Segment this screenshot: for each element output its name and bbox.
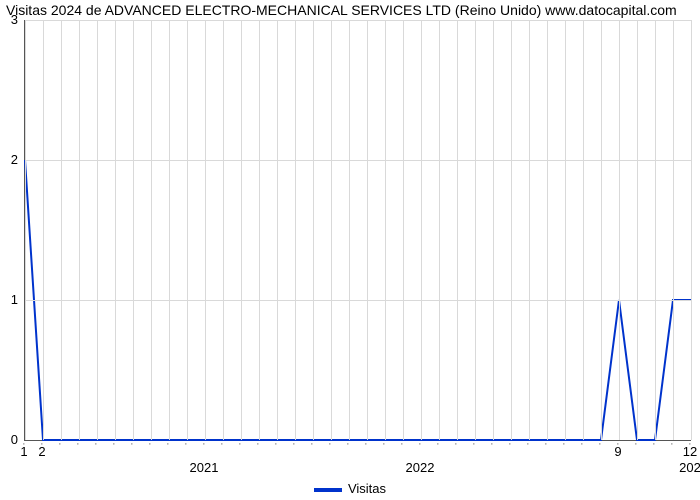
x-minor-tick: ·	[364, 438, 368, 450]
x-year-label: 2021	[190, 460, 219, 475]
vgridline	[439, 20, 440, 440]
x-year-label: 202	[679, 460, 700, 475]
x-tick-label: 1	[20, 444, 27, 459]
x-tick-label: 9	[614, 444, 621, 459]
vgridline	[583, 20, 584, 440]
vgridline	[619, 20, 620, 440]
x-minor-tick: ·	[238, 438, 242, 450]
x-minor-tick: ·	[310, 438, 314, 450]
y-tick-label: 0	[0, 432, 18, 447]
vgridline	[25, 20, 26, 440]
vgridline	[493, 20, 494, 440]
x-minor-tick: ·	[346, 438, 350, 450]
x-minor-tick: ·	[76, 438, 80, 450]
vgridline	[115, 20, 116, 440]
vgridline	[385, 20, 386, 440]
vgridline	[133, 20, 134, 440]
vgridline	[655, 20, 656, 440]
hgridline	[25, 300, 691, 301]
vgridline	[403, 20, 404, 440]
line-series	[25, 20, 691, 440]
x-minor-tick: ·	[292, 438, 296, 450]
x-minor-tick: ·	[382, 438, 386, 450]
vgridline	[61, 20, 62, 440]
y-tick-label: 2	[0, 152, 18, 167]
vgridline	[421, 20, 422, 440]
vgridline	[637, 20, 638, 440]
vgridline	[97, 20, 98, 440]
x-minor-tick: ·	[400, 438, 404, 450]
x-minor-tick: ·	[256, 438, 260, 450]
vgridline	[241, 20, 242, 440]
legend-swatch	[314, 488, 342, 492]
vgridline	[259, 20, 260, 440]
vgridline	[529, 20, 530, 440]
chart-title: Visitas 2024 de ADVANCED ELECTRO-MECHANI…	[6, 2, 677, 18]
vgridline	[187, 20, 188, 440]
x-minor-tick: ·	[220, 438, 224, 450]
x-minor-tick: ·	[472, 438, 476, 450]
plot-area	[24, 20, 691, 441]
x-minor-tick: ·	[94, 438, 98, 450]
y-tick-label: 3	[0, 12, 18, 27]
x-minor-tick: ·	[328, 438, 332, 450]
x-minor-tick: ·	[544, 438, 548, 450]
x-minor-tick: ·	[436, 438, 440, 450]
vgridline	[349, 20, 350, 440]
y-tick-label: 1	[0, 292, 18, 307]
legend: Visitas	[0, 481, 700, 496]
vgridline	[205, 20, 206, 440]
x-minor-tick: ·	[418, 438, 422, 450]
x-minor-tick: ·	[508, 438, 512, 450]
vgridline	[547, 20, 548, 440]
x-minor-tick: ·	[454, 438, 458, 450]
x-minor-tick: ·	[58, 438, 62, 450]
x-minor-tick: ·	[130, 438, 134, 450]
vgridline	[43, 20, 44, 440]
x-minor-tick: ·	[562, 438, 566, 450]
legend-label: Visitas	[348, 481, 386, 496]
vgridline	[457, 20, 458, 440]
vgridline	[565, 20, 566, 440]
x-minor-tick: ·	[670, 438, 674, 450]
vgridline	[673, 20, 674, 440]
x-minor-tick: ·	[274, 438, 278, 450]
vgridline	[511, 20, 512, 440]
x-minor-tick: ·	[490, 438, 494, 450]
x-tick-label: 12	[683, 444, 697, 459]
x-minor-tick: ·	[598, 438, 602, 450]
vgridline	[313, 20, 314, 440]
x-minor-tick: ·	[202, 438, 206, 450]
vgridline	[277, 20, 278, 440]
vgridline	[601, 20, 602, 440]
vgridline	[691, 20, 692, 440]
x-minor-tick: ·	[580, 438, 584, 450]
vgridline	[475, 20, 476, 440]
x-minor-tick: ·	[652, 438, 656, 450]
x-minor-tick: ·	[184, 438, 188, 450]
x-minor-tick: ·	[148, 438, 152, 450]
vgridline	[79, 20, 80, 440]
vgridline	[331, 20, 332, 440]
vgridline	[151, 20, 152, 440]
x-year-label: 2022	[406, 460, 435, 475]
vgridline	[367, 20, 368, 440]
x-minor-tick: ·	[526, 438, 530, 450]
vgridline	[295, 20, 296, 440]
x-minor-tick: ·	[112, 438, 116, 450]
vgridline	[169, 20, 170, 440]
hgridline	[25, 160, 691, 161]
x-minor-tick: ·	[166, 438, 170, 450]
x-minor-tick: ·	[634, 438, 638, 450]
vgridline	[223, 20, 224, 440]
x-tick-label: 2	[38, 444, 45, 459]
hgridline	[25, 20, 691, 21]
